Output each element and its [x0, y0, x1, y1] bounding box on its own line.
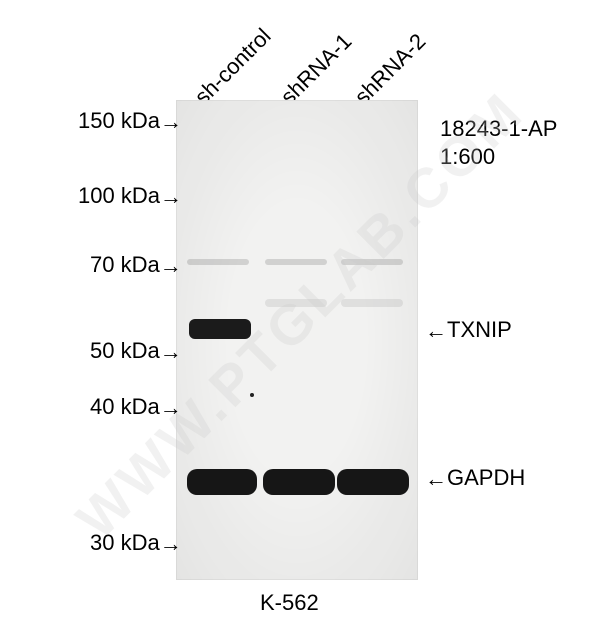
gapdh-band-lane2	[263, 469, 335, 495]
artifact-speck	[250, 393, 254, 397]
mw-100-text: 100 kDa	[78, 183, 160, 208]
lane-label-sh-control: sh-control	[190, 23, 277, 110]
lane-label-shrna-2: shRNA-2	[350, 29, 431, 110]
arrow-icon: →	[160, 184, 182, 210]
arrow-left-icon: ←	[425, 318, 447, 344]
txnip-text: TXNIP	[447, 317, 512, 342]
faint-band-txnip-lane2	[265, 299, 327, 307]
mw-label-150: 150 kDa→	[78, 108, 182, 134]
blot-membrane	[176, 100, 418, 580]
mw-40-text: 40 kDa	[90, 394, 160, 419]
antibody-info: 18243-1-AP 1:600	[440, 115, 557, 170]
txnip-band-lane1	[189, 319, 251, 339]
arrow-icon: →	[160, 109, 182, 135]
mw-label-50: 50 kDa→	[90, 338, 182, 364]
lane-label-shrna-1: shRNA-1	[276, 29, 357, 110]
arrow-icon: →	[160, 339, 182, 365]
band-label-gapdh: ←GAPDH	[425, 465, 525, 491]
mw-label-100: 100 kDa→	[78, 183, 182, 209]
faint-band-txnip-lane3	[341, 299, 403, 307]
faint-band-70-lane2	[265, 259, 327, 265]
arrow-icon: →	[160, 395, 182, 421]
catalog-number: 18243-1-AP	[440, 115, 557, 143]
faint-band-70-lane1	[187, 259, 249, 265]
mw-150-text: 150 kDa	[78, 108, 160, 133]
figure-container: WWW.PTGLAB.COM sh-control shRNA-1 shRNA-…	[0, 0, 600, 630]
faint-band-70-lane3	[341, 259, 403, 265]
gapdh-text: GAPDH	[447, 465, 525, 490]
gapdh-band-lane1	[187, 469, 257, 495]
band-label-txnip: ←TXNIP	[425, 317, 512, 343]
gapdh-band-lane3	[337, 469, 409, 495]
cell-line-label: K-562	[260, 590, 319, 616]
mw-label-30: 30 kDa→	[90, 530, 182, 556]
mw-50-text: 50 kDa	[90, 338, 160, 363]
dilution-ratio: 1:600	[440, 143, 557, 171]
mw-30-text: 30 kDa	[90, 530, 160, 555]
mw-label-40: 40 kDa→	[90, 394, 182, 420]
arrow-icon: →	[160, 531, 182, 557]
arrow-left-icon: ←	[425, 466, 447, 492]
mw-70-text: 70 kDa	[90, 252, 160, 277]
mw-label-70: 70 kDa→	[90, 252, 182, 278]
arrow-icon: →	[160, 253, 182, 279]
